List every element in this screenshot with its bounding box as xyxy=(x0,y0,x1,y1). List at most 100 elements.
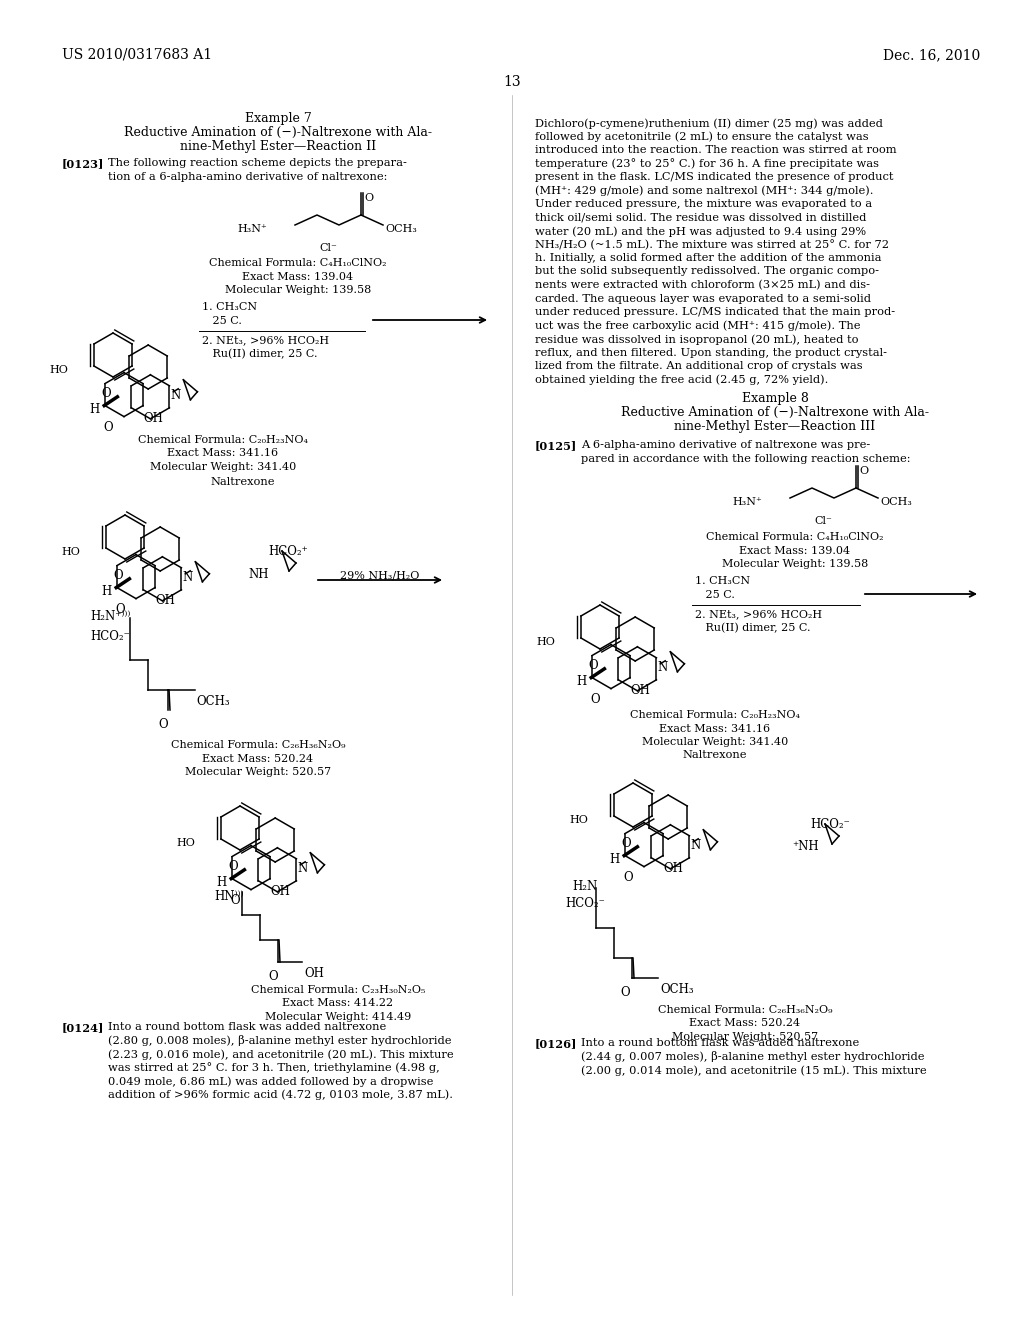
Text: thick oil/semi solid. The residue was dissolved in distilled: thick oil/semi solid. The residue was di… xyxy=(535,213,866,223)
Text: Ru(II) dimer, 25 C.: Ru(II) dimer, 25 C. xyxy=(695,623,811,632)
Text: reflux, and then filtered. Upon standing, the product crystal-: reflux, and then filtered. Upon standing… xyxy=(535,347,887,358)
Text: Example 7: Example 7 xyxy=(245,112,311,125)
Text: OCH₃: OCH₃ xyxy=(196,696,229,708)
Text: Molecular Weight: 341.40: Molecular Weight: 341.40 xyxy=(642,737,788,747)
Text: (2.00 g, 0.014 mole), and acetonitrile (15 mL). This mixture: (2.00 g, 0.014 mole), and acetonitrile (… xyxy=(581,1065,927,1076)
Text: O: O xyxy=(103,421,114,434)
Text: Cl⁻: Cl⁻ xyxy=(319,243,337,253)
Text: HCO₂⁻: HCO₂⁻ xyxy=(810,818,850,832)
Text: 2. NEt₃, >96% HCO₂H: 2. NEt₃, >96% HCO₂H xyxy=(695,609,822,619)
Text: O: O xyxy=(620,986,630,999)
Text: Exact Mass: 341.16: Exact Mass: 341.16 xyxy=(168,449,279,458)
Text: Exact Mass: 139.04: Exact Mass: 139.04 xyxy=(739,545,851,556)
Text: O: O xyxy=(158,718,168,731)
Text: HCO₂⁻: HCO₂⁻ xyxy=(90,630,130,643)
Text: 25 C.: 25 C. xyxy=(202,315,242,326)
Text: HCO₂⁻: HCO₂⁻ xyxy=(565,898,605,909)
Text: was stirred at 25° C. for 3 h. Then, triethylamine (4.98 g,: was stirred at 25° C. for 3 h. Then, tri… xyxy=(108,1063,439,1073)
Text: Chemical Formula: C₂₆H₃₆N₂O₉: Chemical Formula: C₂₆H₃₆N₂O₉ xyxy=(657,1005,833,1015)
Text: 25 C.: 25 C. xyxy=(695,590,735,599)
Text: HCO₂⁺: HCO₂⁺ xyxy=(268,545,308,558)
Text: N: N xyxy=(690,838,700,851)
Text: OH: OH xyxy=(664,862,684,875)
Text: OH: OH xyxy=(270,886,291,898)
Text: O: O xyxy=(230,894,241,907)
Text: OH: OH xyxy=(304,968,324,979)
Text: (2.80 g, 0.008 moles), β-alanine methyl ester hydrochloride: (2.80 g, 0.008 moles), β-alanine methyl … xyxy=(108,1035,452,1047)
Text: OCH₃: OCH₃ xyxy=(385,224,417,234)
Text: A 6-alpha-amino derivative of naltrexone was pre-: A 6-alpha-amino derivative of naltrexone… xyxy=(581,440,870,450)
Text: N: N xyxy=(170,389,180,401)
Text: O: O xyxy=(364,193,373,203)
Text: HO: HO xyxy=(176,838,195,847)
Text: OCH₃: OCH₃ xyxy=(660,983,693,997)
Text: O: O xyxy=(101,387,112,400)
Text: HO: HO xyxy=(49,366,68,375)
Text: 1. CH₃CN: 1. CH₃CN xyxy=(202,302,257,312)
Text: addition of >96% formic acid (4.72 g, 0103 mole, 3.87 mL).: addition of >96% formic acid (4.72 g, 01… xyxy=(108,1089,453,1100)
Text: Chemical Formula: C₂₀H₂₃NO₄: Chemical Formula: C₂₀H₂₃NO₄ xyxy=(138,436,308,445)
Text: Exact Mass: 520.24: Exact Mass: 520.24 xyxy=(689,1019,801,1028)
Text: [0126]: [0126] xyxy=(535,1038,578,1049)
Text: O: O xyxy=(116,603,125,616)
Text: O: O xyxy=(228,859,239,873)
Text: Under reduced pressure, the mixture was evaporated to a: Under reduced pressure, the mixture was … xyxy=(535,199,872,209)
Text: Example 8: Example 8 xyxy=(741,392,808,405)
Text: Into a round bottom flask was added naltrexone: Into a round bottom flask was added nalt… xyxy=(581,1038,859,1048)
Text: HN⁾⁾⁾: HN⁾⁾⁾ xyxy=(214,890,244,903)
Text: nine-Methyl Ester—Reaction III: nine-Methyl Ester—Reaction III xyxy=(675,420,876,433)
Text: N: N xyxy=(182,570,193,583)
Text: N: N xyxy=(297,862,307,875)
Text: H₃N⁺: H₃N⁺ xyxy=(238,224,267,234)
Text: O: O xyxy=(591,693,600,706)
Text: Ru(II) dimer, 25 C.: Ru(II) dimer, 25 C. xyxy=(202,348,317,359)
Text: H₃N⁺: H₃N⁺ xyxy=(732,498,762,507)
Text: [0123]: [0123] xyxy=(62,158,104,169)
Text: Exact Mass: 341.16: Exact Mass: 341.16 xyxy=(659,723,771,734)
Text: H: H xyxy=(89,404,99,416)
Text: HO: HO xyxy=(61,546,80,557)
Text: carded. The aqueous layer was evaporated to a semi-solid: carded. The aqueous layer was evaporated… xyxy=(535,293,871,304)
Text: (2.23 g, 0.016 mole), and acetonitrile (20 mL). This mixture: (2.23 g, 0.016 mole), and acetonitrile (… xyxy=(108,1049,454,1060)
Text: The following reaction scheme depicts the prepara-: The following reaction scheme depicts th… xyxy=(108,158,407,168)
Text: Molecular Weight: 341.40: Molecular Weight: 341.40 xyxy=(150,462,296,473)
Text: pared in accordance with the following reaction scheme:: pared in accordance with the following r… xyxy=(581,454,910,463)
Text: nine-Methyl Ester—Reaction II: nine-Methyl Ester—Reaction II xyxy=(180,140,376,153)
Text: H: H xyxy=(101,585,112,598)
Text: O: O xyxy=(589,659,598,672)
Text: Dec. 16, 2010: Dec. 16, 2010 xyxy=(883,48,980,62)
Text: OCH₃: OCH₃ xyxy=(880,498,912,507)
Text: obtained yielding the free acid (2.45 g, 72% yield).: obtained yielding the free acid (2.45 g,… xyxy=(535,375,828,385)
Text: OH: OH xyxy=(156,594,176,607)
Text: h. Initially, a solid formed after the addition of the ammonia: h. Initially, a solid formed after the a… xyxy=(535,253,882,263)
Text: Chemical Formula: C₄H₁₀ClNO₂: Chemical Formula: C₄H₁₀ClNO₂ xyxy=(209,257,387,268)
Text: present in the flask. LC/MS indicated the presence of product: present in the flask. LC/MS indicated th… xyxy=(535,172,894,182)
Text: 1. CH₃CN: 1. CH₃CN xyxy=(695,576,751,586)
Text: O: O xyxy=(622,837,631,850)
Text: ⁺NH: ⁺NH xyxy=(792,840,818,853)
Text: Naltrexone: Naltrexone xyxy=(683,750,748,760)
Text: uct was the free carboxylic acid (MH⁺: 415 g/mole). The: uct was the free carboxylic acid (MH⁺: 4… xyxy=(535,321,860,331)
Text: nents were extracted with chloroform (3×25 mL) and dis-: nents were extracted with chloroform (3×… xyxy=(535,280,870,290)
Text: Chemical Formula: C₄H₁₀ClNO₂: Chemical Formula: C₄H₁₀ClNO₂ xyxy=(707,532,884,543)
Text: Chemical Formula: C₂₆H₃₆N₂O₉: Chemical Formula: C₂₆H₃₆N₂O₉ xyxy=(171,741,345,750)
Text: O: O xyxy=(114,569,123,582)
Text: water (20 mL) and the pH was adjusted to 9.4 using 29%: water (20 mL) and the pH was adjusted to… xyxy=(535,226,866,236)
Text: 0.049 mole, 6.86 mL) was added followed by a dropwise: 0.049 mole, 6.86 mL) was added followed … xyxy=(108,1076,433,1086)
Text: (MH⁺: 429 g/mole) and some naltrexol (MH⁺: 344 g/mole).: (MH⁺: 429 g/mole) and some naltrexol (MH… xyxy=(535,186,873,197)
Text: under reduced pressure. LC/MS indicated that the main prod-: under reduced pressure. LC/MS indicated … xyxy=(535,308,895,317)
Text: O: O xyxy=(859,466,868,477)
Text: [0124]: [0124] xyxy=(62,1022,104,1034)
Text: US 2010/0317683 A1: US 2010/0317683 A1 xyxy=(62,48,212,62)
Text: Exact Mass: 139.04: Exact Mass: 139.04 xyxy=(243,272,353,281)
Text: 2. NEt₃, >96% HCO₂H: 2. NEt₃, >96% HCO₂H xyxy=(202,335,329,345)
Text: followed by acetonitrile (2 mL) to ensure the catalyst was: followed by acetonitrile (2 mL) to ensur… xyxy=(535,132,868,143)
Text: OH: OH xyxy=(631,684,650,697)
Text: Molecular Weight: 139.58: Molecular Weight: 139.58 xyxy=(225,285,371,294)
Text: Into a round bottom flask was added naltrexone: Into a round bottom flask was added nalt… xyxy=(108,1022,386,1032)
Text: [0125]: [0125] xyxy=(535,440,578,451)
Text: lized from the filtrate. An additional crop of crystals was: lized from the filtrate. An additional c… xyxy=(535,360,862,371)
Text: temperature (23° to 25° C.) for 36 h. A fine precipitate was: temperature (23° to 25° C.) for 36 h. A … xyxy=(535,158,879,169)
Text: Reductive Amination of (−)-Naltrexone with Ala-: Reductive Amination of (−)-Naltrexone wi… xyxy=(621,407,929,418)
Text: Chemical Formula: C₂₃H₃₀N₂O₅: Chemical Formula: C₂₃H₃₀N₂O₅ xyxy=(251,985,425,995)
